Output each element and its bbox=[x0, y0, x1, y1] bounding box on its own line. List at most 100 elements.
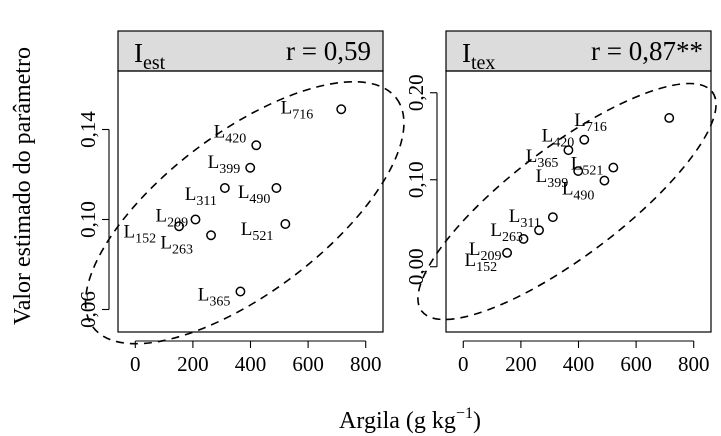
y-tick-label-i-est: 0,10 bbox=[76, 201, 100, 238]
y-tick-label-i-tex: 0,00 bbox=[404, 248, 428, 285]
point-label-letter: L bbox=[123, 221, 135, 242]
point-label-subscript: 490 bbox=[249, 192, 270, 207]
point-label-i-tex-l490: L490 bbox=[562, 179, 595, 204]
point-i-est-l521 bbox=[280, 219, 291, 229]
point-i-tex-l209 bbox=[518, 233, 529, 244]
x-tick-label-i-tex: 800 bbox=[678, 352, 710, 376]
point-label-letter: L bbox=[571, 154, 583, 175]
point-i-est-l399 bbox=[245, 162, 256, 173]
point-label-subscript: 399 bbox=[547, 176, 568, 191]
point-label-subscript: 311 bbox=[520, 216, 540, 231]
point-i-est-l716 bbox=[336, 104, 347, 115]
point-label-i-tex-l263: L263 bbox=[490, 220, 523, 245]
x-tick-label-i-est: 0 bbox=[130, 352, 141, 376]
point-i-tex-l263 bbox=[534, 225, 544, 236]
point-label-i-tex-l209: L209 bbox=[469, 239, 502, 264]
point-label-i-est-l152: L152 bbox=[123, 221, 156, 246]
x-axis-title-close: ) bbox=[473, 408, 481, 434]
x-axis-title: Argila (g kg−1) bbox=[339, 405, 481, 434]
point-label-letter: L bbox=[574, 110, 586, 131]
point-label-i-tex-l716: L716 bbox=[574, 110, 607, 135]
point-label-i-est-l490: L490 bbox=[238, 182, 271, 207]
point-label-subscript: 420 bbox=[553, 136, 574, 151]
point-label-letter: L bbox=[214, 121, 226, 142]
strip-title-i-est: Iest bbox=[134, 38, 166, 74]
point-i-est-l365 bbox=[235, 286, 246, 297]
point-label-i-est-l365: L365 bbox=[198, 285, 231, 310]
y-tick-label-i-est: 0,06 bbox=[76, 291, 100, 328]
x-tick-label-i-tex: 0 bbox=[458, 352, 469, 376]
point-i-tex-l716 bbox=[664, 113, 675, 123]
point-label-i-est-l399: L399 bbox=[208, 152, 241, 177]
point-label-subscript: 311 bbox=[196, 194, 216, 209]
point-label-letter: L bbox=[198, 285, 210, 306]
x-tick-label-i-est: 200 bbox=[177, 352, 209, 376]
strip-symbol-i-tex: I bbox=[462, 38, 471, 68]
point-label-subscript: 716 bbox=[586, 120, 607, 135]
point-label-letter: L bbox=[160, 232, 172, 253]
point-label-subscript: 152 bbox=[476, 260, 497, 275]
point-label-i-tex-l399: L399 bbox=[536, 166, 569, 191]
point-label-letter: L bbox=[208, 152, 220, 173]
point-i-est-l263 bbox=[206, 230, 216, 241]
point-label-i-est-l420: L420 bbox=[214, 121, 247, 146]
x-tick-label-i-est: 600 bbox=[292, 352, 324, 376]
point-label-letter: L bbox=[241, 219, 253, 240]
y-axis-i-est: 0,06 0,10 0,14 bbox=[76, 111, 110, 328]
y-axis-title: Valor estimado do parâmetro bbox=[10, 47, 36, 325]
point-label-letter: L bbox=[469, 239, 481, 260]
strip-stat-i-est: r = 0,59 bbox=[286, 36, 371, 66]
point-label-i-tex-l521: L521 bbox=[571, 154, 604, 179]
confidence-ellipse-i-est bbox=[84, 80, 405, 345]
strip-i-est bbox=[117, 30, 384, 72]
panel-i-tex: Itex r = 0,87** L716L420L365L399L521L490… bbox=[404, 30, 717, 376]
point-label-letter: L bbox=[536, 166, 548, 187]
point-label-subscript: 152 bbox=[135, 231, 156, 246]
x-axis-i-tex: 0 200 400 600 800 bbox=[458, 340, 710, 376]
point-i-tex-l399 bbox=[573, 166, 584, 177]
point-i-est-l420 bbox=[251, 140, 262, 151]
y-tick-label-i-tex: 0,10 bbox=[404, 161, 428, 198]
point-label-letter: L bbox=[281, 97, 293, 118]
point-label-subscript: 716 bbox=[292, 107, 313, 122]
x-tick-label-i-est: 800 bbox=[350, 352, 382, 376]
point-i-tex-l521 bbox=[608, 162, 619, 173]
point-label-subscript: 521 bbox=[582, 164, 603, 179]
point-i-est-l152 bbox=[174, 221, 185, 232]
point-label-letter: L bbox=[526, 146, 538, 167]
point-label-letter: L bbox=[155, 206, 167, 227]
plot-area-i-est bbox=[117, 70, 384, 333]
point-label-subscript: 399 bbox=[219, 162, 240, 177]
x-axis-title-main: Argila (g kg bbox=[339, 408, 456, 434]
x-tick-label-i-tex: 600 bbox=[620, 352, 652, 376]
y-tick-label-i-est: 0,14 bbox=[76, 111, 100, 148]
point-label-i-tex-l152: L152 bbox=[464, 250, 497, 275]
point-label-i-est-l716: L716 bbox=[281, 97, 314, 122]
y-axis-i-tex: 0,00 0,10 0,20 bbox=[404, 74, 438, 285]
point-label-subscript: 209 bbox=[480, 249, 501, 264]
point-label-letter: L bbox=[562, 179, 574, 200]
point-label-subscript: 263 bbox=[172, 242, 193, 257]
strip-symbol-i-est: I bbox=[134, 38, 143, 68]
confidence-ellipse-outline-i-tex bbox=[417, 82, 717, 321]
point-i-tex-l365 bbox=[563, 145, 574, 156]
strip-title-i-tex: Itex bbox=[462, 38, 495, 74]
point-i-est-l311 bbox=[219, 183, 230, 193]
point-i-est-l490 bbox=[271, 183, 282, 193]
point-label-subscript: 365 bbox=[209, 295, 230, 310]
point-i-tex-l490 bbox=[599, 175, 610, 186]
x-tick-label-i-tex: 200 bbox=[505, 352, 537, 376]
point-label-i-est-l263: L263 bbox=[160, 232, 193, 257]
x-tick-label-i-tex: 400 bbox=[563, 352, 595, 376]
point-label-subscript: 490 bbox=[573, 189, 594, 204]
point-label-letter: L bbox=[509, 206, 521, 227]
strip-stat-i-tex: r = 0,87** bbox=[591, 36, 703, 66]
x-tick-label-i-est: 400 bbox=[235, 352, 267, 376]
point-label-i-tex-l365: L365 bbox=[526, 146, 559, 171]
x-axis-title-superscript: −1 bbox=[456, 405, 473, 422]
x-axis-i-est: 0 200 400 600 800 bbox=[130, 340, 382, 376]
point-label-subscript: 365 bbox=[537, 156, 558, 171]
point-label-letter: L bbox=[490, 220, 502, 241]
